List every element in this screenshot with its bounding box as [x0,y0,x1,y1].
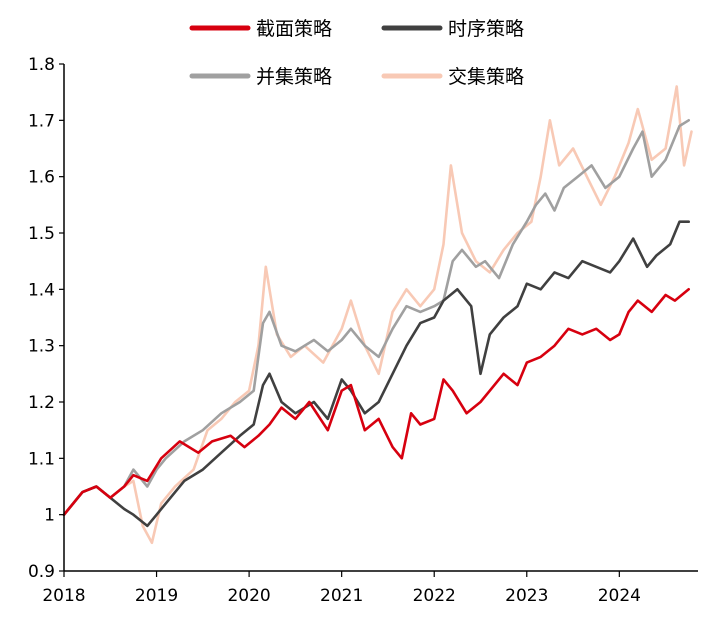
y-tick-label: 1.1 [28,449,55,469]
y-tick-label: 1.8 [28,55,55,75]
series-line-1 [62,220,691,528]
legend-label-2: 并集策略 [256,66,332,88]
x-tick-label: 2021 [320,586,363,606]
y-tick-label: 1.5 [28,224,55,244]
x-ticks: 2018 2019 2020 2021 2022 2023 2024 [42,571,641,606]
x-tick-label: 2023 [505,586,548,606]
legend-label-3: 交集策略 [448,66,524,88]
series-line-2 [62,119,691,517]
x-tick-label: 2020 [227,586,270,606]
axes: 0.9 1 1.1 1.2 1.3 1.4 1.5 1.6 1.7 1.8 2018 2019 202… [28,55,698,606]
y-tick-label: 0.9 [28,562,55,582]
legend-label-1: 时序策略 [448,18,524,40]
y-tick-label: 1 [44,506,55,526]
y-tick-label: 1.4 [28,280,55,300]
x-tick-label: 2018 [42,586,85,606]
x-tick-label: 2019 [135,586,178,606]
plot-lines [62,85,693,545]
series-line-3 [62,85,693,545]
legend-label-0: 截面策略 [256,18,332,40]
x-tick-label: 2022 [413,586,456,606]
series-line-0 [62,287,691,517]
y-tick-label: 1.2 [28,393,55,413]
x-tick-label: 2024 [598,586,641,606]
y-tick-label: 1.7 [28,111,55,131]
y-tick-label: 1.3 [28,337,55,357]
y-tick-label: 1.6 [28,168,55,188]
y-ticks: 0.9 1 1.1 1.2 1.3 1.4 1.5 1.6 1.7 1.8 [28,55,64,582]
